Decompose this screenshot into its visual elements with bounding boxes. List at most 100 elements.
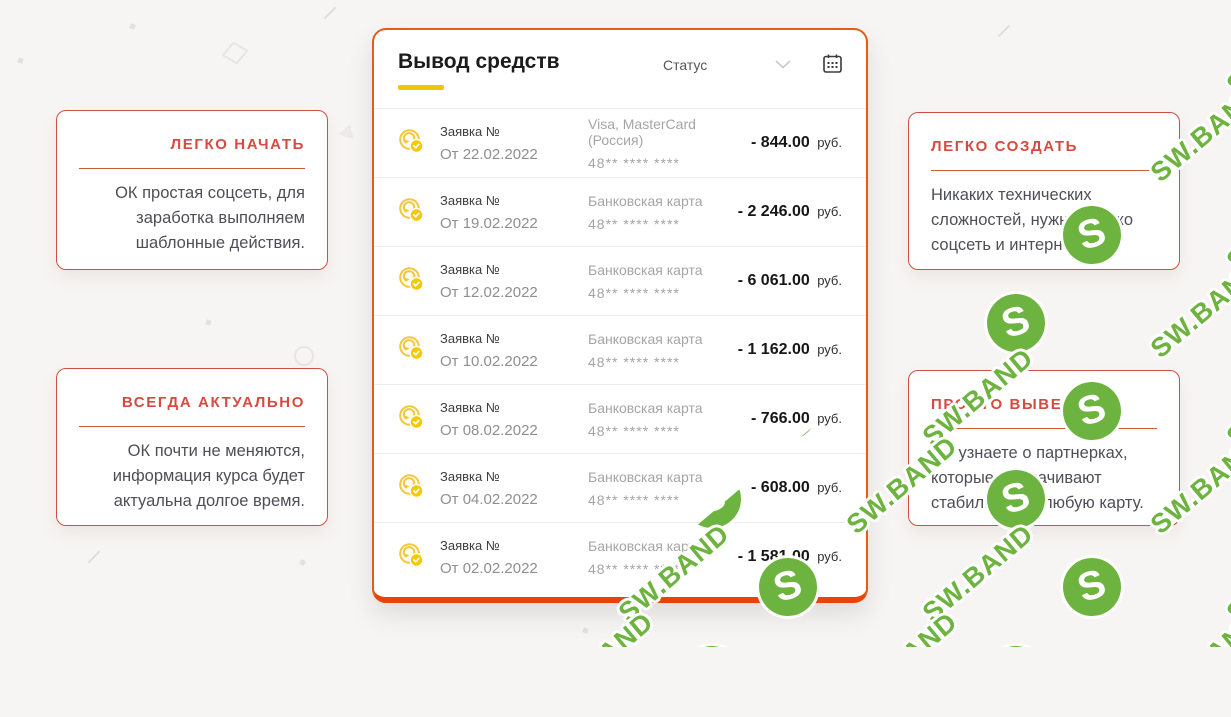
request-date: От 04.02.2022 (440, 490, 538, 508)
watermark-badge: S (979, 638, 1053, 647)
payment-method: Банковская карта (588, 399, 703, 416)
withdrawal-row[interactable]: Заявка № От 04.02.2022 Банковская карта … (374, 453, 866, 522)
payment-method: Банковская карта (588, 261, 703, 278)
background-shape (299, 559, 306, 566)
card-mask: 48** **** **** (588, 560, 680, 577)
payment-method: Банковская карта (588, 537, 703, 554)
watermark-badge: S (979, 286, 1053, 360)
watermark-text: SW.BAND (1220, 0, 1231, 100)
withdrawals-panel: Вывод средств Статус (372, 28, 868, 603)
info-card-easy-create: ЛЕГКО СОЗДАТЬ Никаких технических сложно… (908, 112, 1180, 270)
coin-check-icon (398, 542, 424, 573)
payment-method: Visa, MasterCard (Россия) (588, 115, 696, 148)
watermark-text: SW.BAND (916, 0, 1040, 100)
background-shape (997, 24, 1011, 38)
request-date: От 08.02.2022 (440, 421, 538, 439)
status-filter-select[interactable]: Статус (663, 56, 791, 74)
background-shape (205, 319, 212, 326)
request-date: От 22.02.2022 (440, 145, 538, 163)
card-divider (79, 426, 305, 427)
watermark-text: SW.BAND (1220, 342, 1231, 452)
card-divider (931, 170, 1157, 171)
card-text: Вы узнаете о партнерках, которые выплачи… (931, 444, 1144, 512)
info-card-always-actual: ВСЕГДА АКТУАЛЬНО ОК почти не меняются, и… (56, 368, 328, 526)
coin-check-icon (398, 335, 424, 366)
amount-currency: руб. (817, 135, 842, 150)
info-card-easy-withdraw: ПРОСТО ВЫВЕСТИ Вы узнаете о партнерках, … (908, 370, 1180, 526)
withdrawal-row[interactable]: Заявка № От 08.02.2022 Банковская карта … (374, 384, 866, 453)
request-label: Заявка № (440, 399, 500, 415)
amount-value: - 1 581.00 (737, 548, 810, 565)
coin-check-icon (398, 473, 424, 504)
request-label: Заявка № (440, 192, 500, 208)
request-label: Заявка № (440, 261, 500, 277)
amount-value: - 844.00 (751, 134, 810, 151)
amount-value: - 766.00 (751, 410, 810, 427)
request-label: Заявка № (440, 123, 500, 139)
withdrawal-row[interactable]: Заявка № От 10.02.2022 Банковская карта … (374, 315, 866, 384)
watermark-text: SW.BAND (536, 606, 660, 716)
card-mask: 48** **** **** (588, 491, 680, 508)
withdrawal-row[interactable]: Заявка № От 02.02.2022 Банковская карта … (374, 522, 866, 591)
watermark-text: SW.BAND (1144, 606, 1231, 716)
background-shape (17, 57, 24, 64)
amount-currency: руб. (817, 273, 842, 288)
watermark-text: SW.BAND (1220, 518, 1231, 628)
amount-currency: руб. (817, 342, 842, 357)
info-card-easy-start: ЛЕГКО НАЧАТЬ ОК простая соцсеть, для зар… (56, 110, 328, 270)
amount-currency: руб. (817, 480, 842, 495)
request-date: От 02.02.2022 (440, 559, 538, 577)
calendar-button[interactable] (823, 54, 842, 78)
request-label: Заявка № (440, 468, 500, 484)
background-shape (323, 6, 337, 20)
card-title: ЛЕГКО СОЗДАТЬ (931, 138, 1079, 155)
request-date: От 10.02.2022 (440, 352, 538, 370)
amount-value: - 608.00 (751, 479, 810, 496)
watermark-text: SW.BAND (916, 518, 1040, 628)
coin-check-icon (398, 266, 424, 297)
coin-check-icon (398, 128, 424, 159)
watermark-badge: S (675, 638, 749, 647)
withdrawal-row[interactable]: Заявка № От 12.02.2022 Банковская карта … (374, 246, 866, 315)
request-date: От 12.02.2022 (440, 283, 538, 301)
watermark-badge: S (1055, 71, 1129, 96)
background-shape (129, 23, 136, 30)
background-shape (294, 346, 314, 366)
background-shape (338, 121, 358, 140)
amount-currency: руб. (817, 549, 842, 564)
background-shape (221, 41, 249, 65)
amount-currency: руб. (817, 411, 842, 426)
amount-value: - 2 246.00 (737, 203, 810, 220)
watermark-text: SW.BAND (1144, 254, 1231, 364)
panel-header: Вывод средств Статус (374, 30, 866, 100)
amount-value: - 1 162.00 (737, 341, 810, 358)
card-mask: 48** **** **** (588, 284, 680, 301)
watermark-badge: S (1055, 550, 1129, 624)
card-title: ВСЕГДА АКТУАЛЬНО (121, 394, 305, 411)
watermark-text: SW.BAND (840, 606, 964, 716)
card-divider (79, 168, 305, 169)
background-shape (582, 627, 589, 634)
card-mask: 48** **** **** (588, 154, 680, 171)
status-filter-label: Статус (663, 57, 708, 73)
card-text: Никаких технических сложностей, нужна то… (931, 186, 1134, 254)
card-mask: 48** **** **** (588, 422, 680, 439)
withdrawal-row[interactable]: Заявка № От 22.02.2022 Visa, MasterCard … (374, 108, 866, 177)
title-underline (398, 85, 444, 90)
card-text: ОК почти не меняются, информация курса б… (112, 442, 305, 510)
card-text: ОК простая соцсеть, для заработка выполн… (115, 184, 305, 252)
calendar-icon (823, 54, 842, 77)
coin-check-icon (398, 404, 424, 435)
page-title: Вывод средств (398, 50, 560, 73)
request-date: От 19.02.2022 (440, 214, 538, 232)
watermark-text: SW.BAND (1220, 166, 1231, 276)
withdrawal-list: Заявка № От 22.02.2022 Visa, MasterCard … (374, 108, 866, 591)
chevron-down-icon (775, 56, 791, 74)
card-mask: 48** **** **** (588, 215, 680, 232)
payment-method: Банковская карта (588, 468, 703, 485)
background-shape (87, 550, 101, 564)
withdrawal-row[interactable]: Заявка № От 19.02.2022 Банковская карта … (374, 177, 866, 246)
amount-currency: руб. (817, 204, 842, 219)
payment-method: Банковская карта (588, 192, 703, 209)
payment-method: Банковская карта (588, 330, 703, 347)
